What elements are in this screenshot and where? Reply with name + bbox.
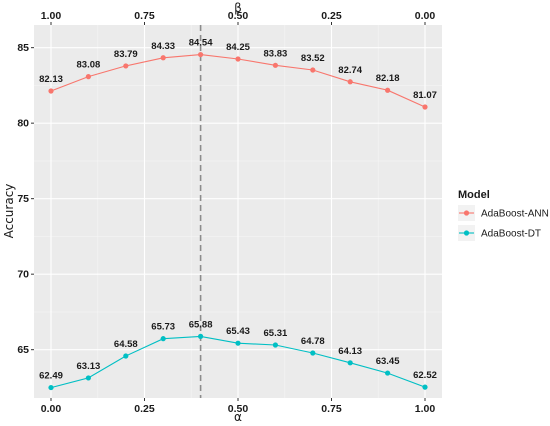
y-tick-label: 75 [17,193,29,205]
data-label: 62.52 [413,370,437,381]
data-point [48,88,54,94]
series-group [48,51,428,391]
x-tick-label: 1.00 [415,403,436,415]
x-axis-title: α [234,410,242,424]
data-point [48,384,54,391]
data-label: 62.49 [39,371,63,382]
data-label: 82.13 [39,74,63,85]
data-point [85,375,91,381]
y-tick-label: 65 [17,344,29,356]
x-tick-label: 0.75 [321,403,342,415]
data-label: 82.74 [338,65,362,76]
top-tick-label: 1.00 [41,10,62,22]
x-tick-label: 0.25 [134,403,155,415]
y-axis-title: Accuracy [2,184,16,239]
data-point [422,384,428,390]
legend-key-point [463,230,470,236]
data-point [347,360,353,366]
data-point [235,340,241,346]
legend-title: Model [458,189,490,201]
top-tick-label: 0.50 [228,10,249,22]
data-point [160,336,166,342]
data-labels-group: 82.13 83.08 83.79 84.33 84.54 84.25 83.83 83.52… [39,38,437,382]
data-label: 63.13 [77,361,101,372]
data-point [198,51,204,58]
legend: Model AdaBoost-ANN AdaBoost-DT [458,189,549,241]
data-point [272,342,278,348]
top-tick-label: 0.25 [321,10,342,22]
data-point [272,62,278,68]
y-tick-label: 70 [17,269,29,281]
legend-key-point [463,210,470,216]
data-point [385,370,391,376]
data-point [160,55,166,61]
top-axis-title: β [234,1,242,15]
data-label: 64.13 [338,346,362,357]
data-point [85,74,91,80]
data-point [123,63,129,69]
data-label: 65.31 [264,328,288,339]
data-point [123,353,129,359]
data-point [198,333,204,339]
axes-group: 65 70 75 80 85 0.00 1.00 0.25 0.75 0.50 0.50 0.75 0.… [17,10,435,415]
x-tick-label: 0.00 [41,403,62,415]
data-point [235,56,241,62]
data-label: 65.88 [189,319,213,330]
data-point [310,67,316,73]
data-label: 83.52 [301,53,325,64]
top-tick-label: 0.75 [134,10,155,22]
data-label: 65.43 [226,326,250,337]
data-point [422,104,428,110]
y-tick-label: 85 [17,42,29,54]
data-label: 84.25 [226,42,250,53]
data-label: 83.08 [77,60,101,71]
top-tick-label: 0.00 [415,10,436,22]
legend-label: AdaBoost-ANN [481,209,549,220]
data-point [347,79,353,85]
data-label: 64.58 [114,339,138,350]
grid [34,25,442,398]
data-label: 83.79 [114,49,138,60]
data-label: 81.07 [413,90,437,101]
data-label: 84.33 [151,41,175,52]
data-label: 65.73 [151,322,175,333]
data-label: 64.78 [301,336,325,347]
y-tick-label: 80 [17,118,29,130]
x-tick-label: 0.50 [228,403,249,415]
data-label: 83.83 [264,48,288,59]
data-label: 84.54 [189,38,213,49]
legend-label: AdaBoost-DT [481,229,541,240]
data-label: 82.18 [376,73,400,84]
data-point [385,87,391,93]
data-point [310,350,316,356]
data-label: 63.45 [376,356,400,367]
